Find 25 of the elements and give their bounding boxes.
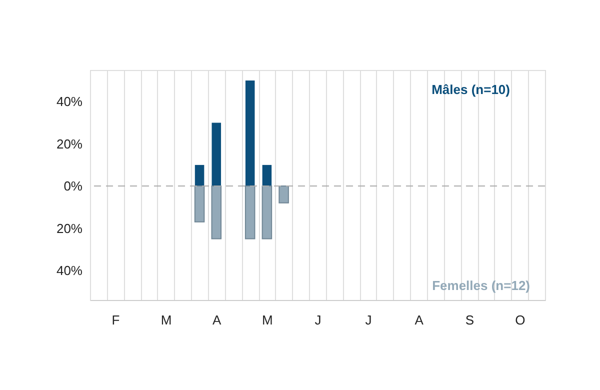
- bar: [245, 80, 255, 186]
- text: Mâles (n=10): [432, 82, 510, 97]
- y-tick-label: 40%: [56, 94, 83, 110]
- x-tick-label: S: [465, 312, 474, 328]
- x-tick-label: J: [314, 312, 322, 328]
- bar: [194, 164, 204, 186]
- bar: [278, 186, 289, 204]
- bar: [194, 186, 205, 222]
- bar: [262, 164, 272, 186]
- x-tick-label: F: [112, 312, 120, 328]
- y-tick-label: 40%: [56, 262, 83, 278]
- text: Femelles (n=12): [432, 278, 530, 293]
- y-tick-label: 20%: [56, 136, 83, 152]
- x-tick-label: J: [365, 312, 372, 328]
- x-tick-label: A: [212, 312, 222, 328]
- x-tick-label: O: [515, 312, 526, 328]
- bar: [211, 186, 222, 240]
- bar: [262, 186, 272, 240]
- bar: [244, 186, 256, 240]
- y-tick-label: 0%: [64, 178, 83, 194]
- x-tick-label: A: [414, 312, 424, 328]
- y-tick-label: 20%: [56, 220, 83, 236]
- x-tick-label: M: [262, 312, 273, 328]
- bar: [212, 122, 222, 186]
- x-tick-label: M: [160, 312, 172, 328]
